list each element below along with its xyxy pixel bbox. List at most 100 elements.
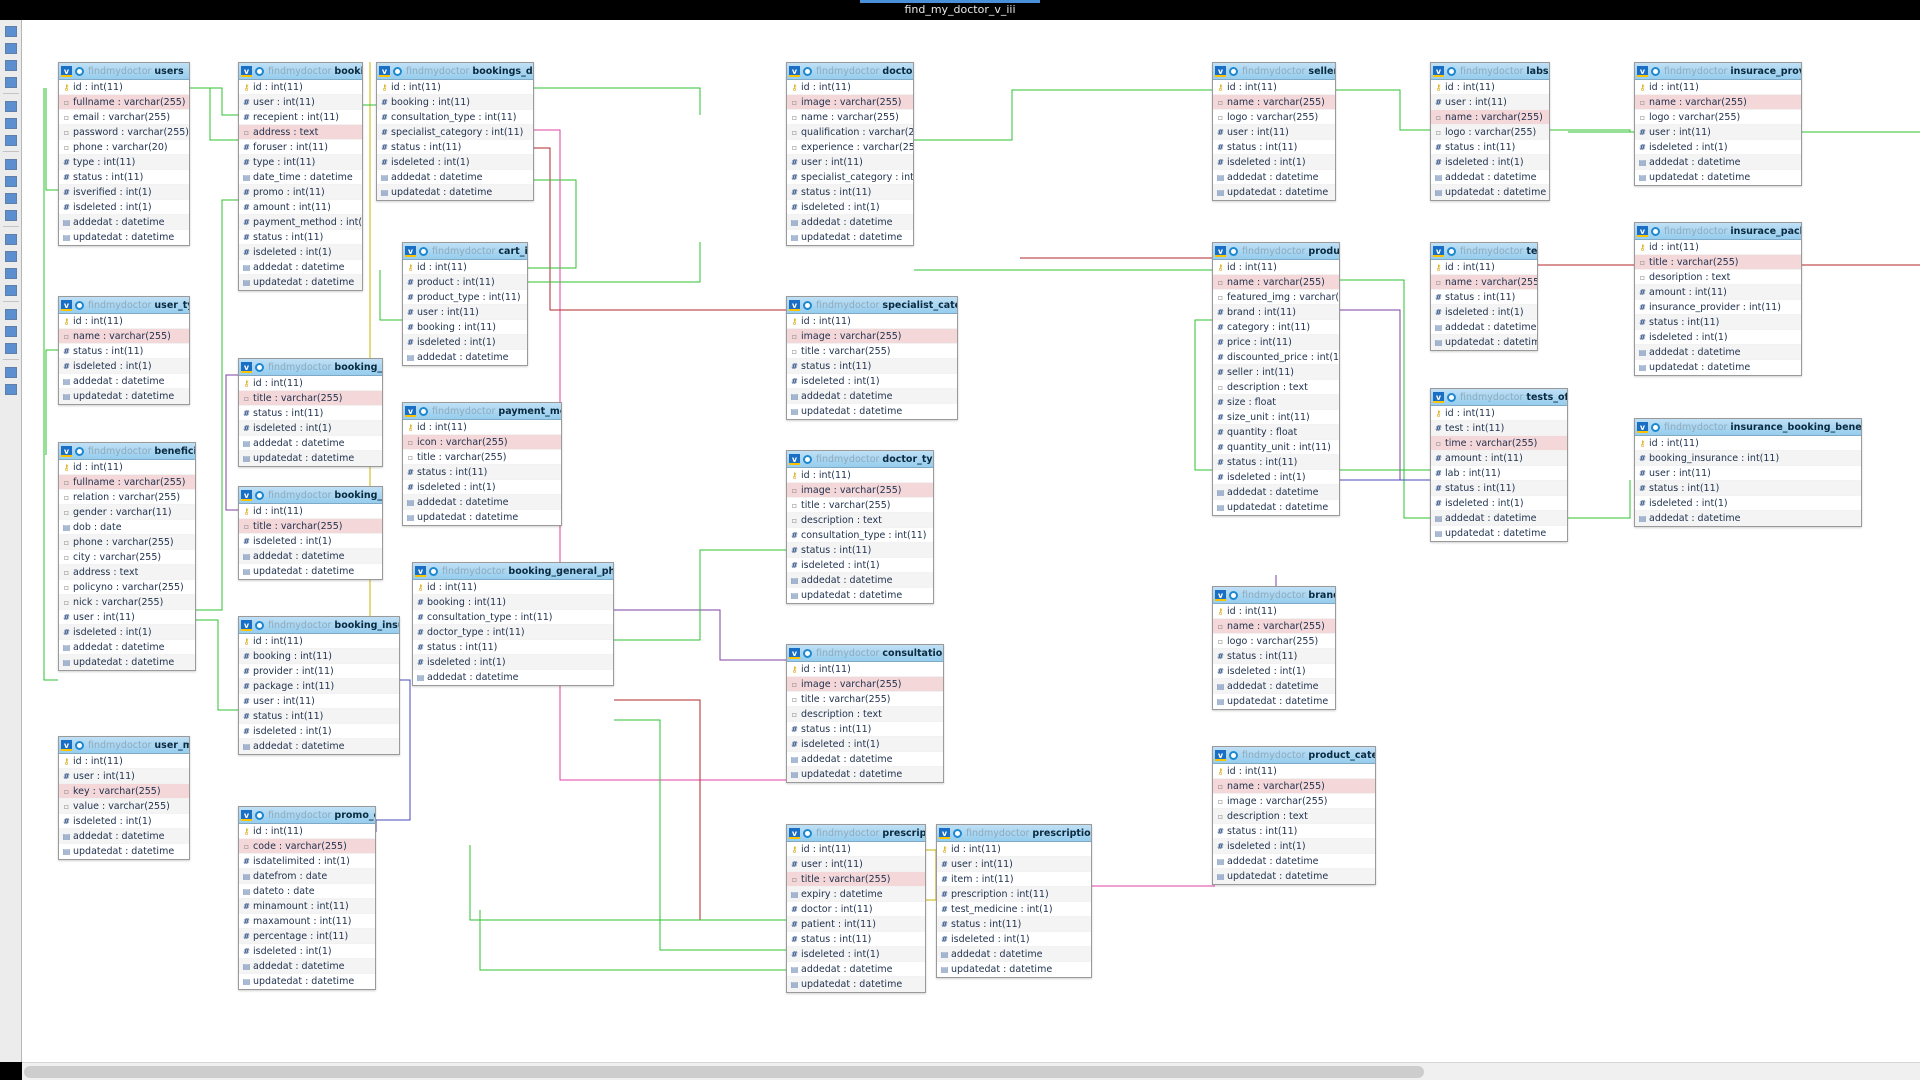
relation-line[interactable] xyxy=(45,88,58,191)
table-row[interactable]: ▫ address : text xyxy=(59,565,195,580)
table-row[interactable]: ▤ addedat : datetime xyxy=(1213,170,1335,185)
table-row[interactable]: # discounted_price : int(11) xyxy=(1213,350,1339,365)
table-header[interactable]: v findmydoctorsellers xyxy=(1213,63,1335,80)
table-row[interactable]: # isdeleted : int(1) xyxy=(787,737,943,752)
table-row[interactable]: ⚷ id : int(11) xyxy=(59,460,195,475)
table-row[interactable]: ▤ addedat : datetime xyxy=(787,215,913,230)
table-row[interactable]: # status : int(11) xyxy=(787,359,957,374)
table-row[interactable]: ▤ expiry : datetime xyxy=(787,887,925,902)
table-products[interactable]: vfindmydoctorproducts⚷id : int(11)▫name … xyxy=(1212,242,1340,516)
table-row[interactable]: ▤ updatedat : datetime xyxy=(1213,185,1335,200)
relation-line[interactable] xyxy=(534,87,701,115)
table-row[interactable]: # isdeleted : int(1) xyxy=(1635,140,1801,155)
table-row[interactable]: ▤ addedat : datetime xyxy=(59,215,189,230)
table-row[interactable]: ▤ addedat : datetime xyxy=(59,829,189,844)
table-row[interactable]: ▤ updatedat : datetime xyxy=(1213,869,1375,884)
table-row[interactable]: # user : int(11) xyxy=(1431,95,1549,110)
table-row[interactable]: # status : int(11) xyxy=(1213,824,1375,839)
add-relation-icon[interactable] xyxy=(1,206,21,223)
table-header[interactable]: v findmydoctorconsultation_type xyxy=(787,645,943,662)
table-row[interactable]: ▤ updatedat : datetime xyxy=(59,655,195,670)
table-row[interactable]: ▤ updatedat : datetime xyxy=(1635,360,1801,375)
table-doctors[interactable]: vfindmydoctordoctors⚷id : int(11)▫image … xyxy=(786,62,914,246)
relation-line[interactable] xyxy=(614,609,786,661)
table-row[interactable]: ⚷ id : int(11) xyxy=(1635,436,1861,451)
table-row[interactable]: ⚷ id : int(11) xyxy=(1635,80,1801,95)
table-row[interactable]: ▫ icon : varchar(255) xyxy=(403,435,561,450)
table-row[interactable]: ▤ addedat : datetime xyxy=(1431,320,1537,335)
table-row[interactable]: ▫ experience : varchar(255) xyxy=(787,140,913,155)
table-row[interactable]: # isdeleted : int(1) xyxy=(1213,839,1375,854)
table-row[interactable]: ⚷ id : int(11) xyxy=(1213,604,1335,619)
print-icon[interactable] xyxy=(1,73,21,90)
table-row[interactable]: ⚷ id : int(11) xyxy=(787,80,913,95)
table-row[interactable]: # status : int(11) xyxy=(59,170,189,185)
table-row[interactable]: ▫ name : varchar(255) xyxy=(1431,110,1549,125)
relation-line[interactable] xyxy=(225,374,238,511)
zoom-in-icon[interactable] xyxy=(1,155,21,172)
table-row[interactable]: # quantity : float xyxy=(1213,425,1339,440)
table-row[interactable]: # booking : int(11) xyxy=(413,595,613,610)
table-row[interactable]: # status : int(11) xyxy=(1213,455,1339,470)
table-row[interactable]: ▫ time : varchar(255) xyxy=(1431,436,1567,451)
table-row[interactable]: ▫ key : varchar(255) xyxy=(59,784,189,799)
table-row[interactable]: # status : int(11) xyxy=(787,932,925,947)
table-row[interactable]: # package : int(11) xyxy=(239,679,399,694)
table-row[interactable]: ▫ title : varchar(255) xyxy=(239,391,382,406)
relation-line[interactable] xyxy=(43,88,58,681)
table-row[interactable]: ▤ dob : date xyxy=(59,520,195,535)
table-row[interactable]: # consultation_type : int(11) xyxy=(413,610,613,625)
table-row[interactable]: # minamount : int(11) xyxy=(239,899,375,914)
table-row[interactable]: ▫ relation : varchar(255) xyxy=(59,490,195,505)
table-row[interactable]: ▤ updatedat : datetime xyxy=(239,451,382,466)
table-row[interactable]: # isdeleted : int(1) xyxy=(59,814,189,829)
table-row[interactable]: # test : int(11) xyxy=(1431,421,1567,436)
table-row[interactable]: # user : int(11) xyxy=(59,769,189,784)
table-row[interactable]: # isdeleted : int(1) xyxy=(1431,155,1549,170)
table-row[interactable]: # status : int(11) xyxy=(59,344,189,359)
table-row[interactable]: ▤ addedat : datetime xyxy=(413,670,613,685)
table-row[interactable]: # status : int(11) xyxy=(937,917,1091,932)
table-row[interactable]: # isdeleted : int(1) xyxy=(403,335,527,350)
table-brands[interactable]: vfindmydoctorbrands⚷id : int(11)▫name : … xyxy=(1212,586,1336,710)
table-row[interactable]: ▫ image : varchar(255) xyxy=(787,483,933,498)
table-row[interactable]: # consultation_type : int(11) xyxy=(377,110,533,125)
table-row[interactable]: ▫ code : varchar(255) xyxy=(239,839,375,854)
table-row[interactable]: # status : int(11) xyxy=(377,140,533,155)
table-row[interactable]: ⚷ id : int(11) xyxy=(787,842,925,857)
search-icon[interactable] xyxy=(1,339,21,356)
table-row[interactable]: # isdeleted : int(1) xyxy=(1635,330,1801,345)
new-diagram-icon[interactable] xyxy=(1,22,21,39)
table-row[interactable]: ▫ logo : varchar(255) xyxy=(1213,110,1335,125)
table-row[interactable]: ▫ nick : varchar(255) xyxy=(59,595,195,610)
table-row[interactable]: # isdeleted : int(1) xyxy=(59,359,189,374)
table-row[interactable]: ⚷ id : int(11) xyxy=(239,376,382,391)
table-row[interactable]: # booking : int(11) xyxy=(377,95,533,110)
table-row[interactable]: # patient : int(11) xyxy=(787,917,925,932)
table-row[interactable]: ▤ addedat : datetime xyxy=(377,170,533,185)
table-row[interactable]: ▤ updatedat : datetime xyxy=(1213,694,1335,709)
table-row[interactable]: ▫featured_img : varchar(255) xyxy=(1213,290,1339,305)
table-row[interactable]: # isdeleted : int(1) xyxy=(1431,496,1567,511)
open-icon[interactable] xyxy=(1,39,21,56)
diagram-canvas[interactable]: v findmydoctor users ⚷ id : int(11) ▫ fullname… xyxy=(0,20,1920,1062)
table-row[interactable]: # isdeleted : int(1) xyxy=(239,245,362,260)
table-row[interactable]: # user : int(11) xyxy=(937,857,1091,872)
relation-line[interactable] xyxy=(45,349,58,455)
table-row[interactable]: ▫ name : varchar(255) xyxy=(59,329,189,344)
table-row[interactable]: ⚷ id : int(11) xyxy=(59,754,189,769)
undo-icon[interactable] xyxy=(1,97,21,114)
help-icon[interactable] xyxy=(1,380,21,397)
table-row[interactable]: # user : int(11) xyxy=(787,857,925,872)
table-row[interactable]: # isdeleted : int(1) xyxy=(1635,496,1861,511)
table-row[interactable]: # status : int(11) xyxy=(787,722,943,737)
table-row[interactable]: # user : int(11) xyxy=(239,694,399,709)
